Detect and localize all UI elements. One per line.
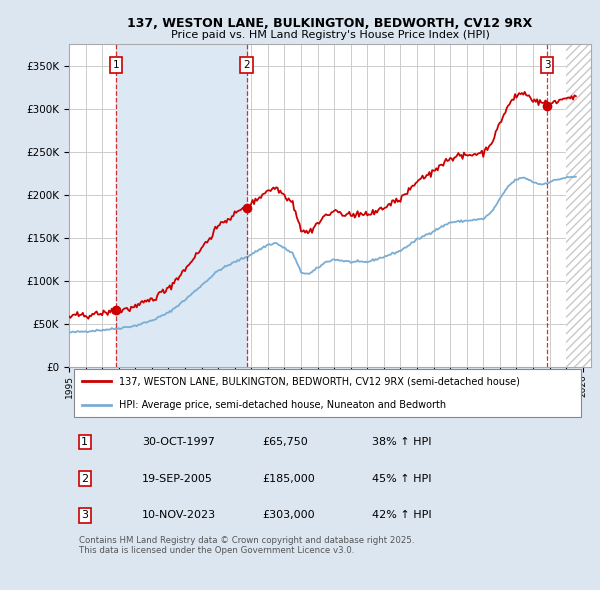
Text: 30-OCT-1997: 30-OCT-1997 <box>142 437 215 447</box>
Text: 19-SEP-2005: 19-SEP-2005 <box>142 474 213 484</box>
Text: 38% ↑ HPI: 38% ↑ HPI <box>372 437 431 447</box>
Text: Price paid vs. HM Land Registry's House Price Index (HPI): Price paid vs. HM Land Registry's House … <box>170 31 490 40</box>
Text: 10-NOV-2023: 10-NOV-2023 <box>142 510 216 520</box>
Text: 2: 2 <box>244 60 250 70</box>
Text: 3: 3 <box>544 60 551 70</box>
Text: £303,000: £303,000 <box>262 510 315 520</box>
Bar <box>566 44 591 367</box>
Text: 1: 1 <box>81 437 88 447</box>
Text: 1: 1 <box>113 60 119 70</box>
Text: £185,000: £185,000 <box>262 474 315 484</box>
Text: 3: 3 <box>81 510 88 520</box>
Bar <box>116 44 247 367</box>
Text: 137, WESTON LANE, BULKINGTON, BEDWORTH, CV12 9RX (semi-detached house): 137, WESTON LANE, BULKINGTON, BEDWORTH, … <box>119 376 520 386</box>
Text: 2: 2 <box>81 474 88 484</box>
Text: 42% ↑ HPI: 42% ↑ HPI <box>372 510 431 520</box>
Text: HPI: Average price, semi-detached house, Nuneaton and Bedworth: HPI: Average price, semi-detached house,… <box>119 400 446 410</box>
Text: £65,750: £65,750 <box>262 437 308 447</box>
Text: Contains HM Land Registry data © Crown copyright and database right 2025.
This d: Contains HM Land Registry data © Crown c… <box>79 536 415 555</box>
Text: 137, WESTON LANE, BULKINGTON, BEDWORTH, CV12 9RX: 137, WESTON LANE, BULKINGTON, BEDWORTH, … <box>127 17 533 30</box>
Text: 45% ↑ HPI: 45% ↑ HPI <box>372 474 431 484</box>
FancyBboxPatch shape <box>74 369 581 417</box>
Bar <box>566 44 591 367</box>
